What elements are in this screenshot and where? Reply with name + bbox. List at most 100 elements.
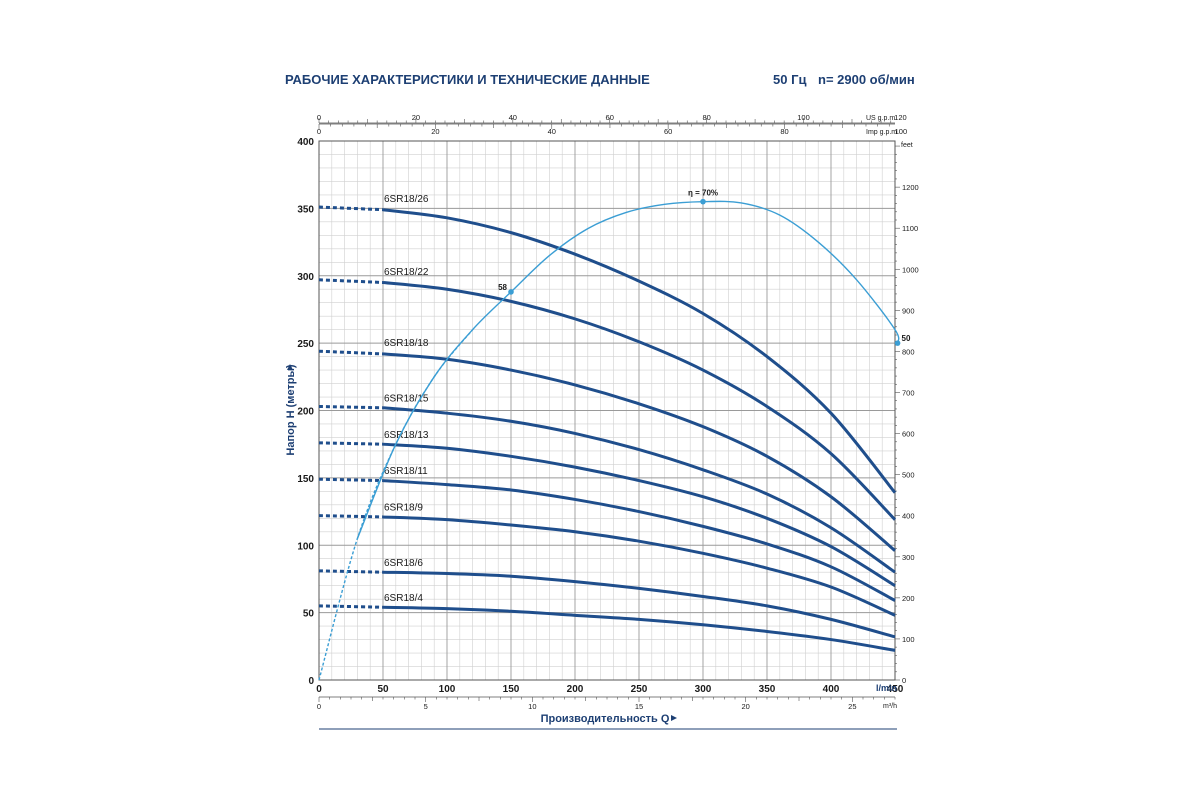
- y-tick-label: 200: [297, 407, 314, 418]
- efficiency-label: 50: [902, 334, 911, 343]
- y-tick-label: 50: [303, 609, 315, 620]
- series-line-6SR18/9: [382, 515, 896, 617]
- y-axis-label: Напор H (метры): [285, 364, 297, 455]
- m3h-tick-label: 10: [528, 702, 536, 711]
- series-dashed-6SR18/4: [318, 604, 384, 609]
- series-label: 6SR18/26: [384, 194, 429, 205]
- m3h-tick-label: 15: [635, 702, 643, 711]
- y-tick-label: 0: [308, 676, 314, 687]
- efficiency-label: η = 70%: [688, 189, 718, 198]
- series-layer: 6SR18/26 6SR18/22 6SR18/18 6SR18/15 6SR18/13…: [318, 194, 897, 652]
- series-dashed-6SR18/22: [318, 278, 384, 284]
- series-line-6SR18/15: [382, 406, 896, 574]
- m3h-tick-label: 0: [317, 702, 321, 711]
- imp-gpm-tick-label: 40: [548, 127, 556, 136]
- y-tick-label: 300: [297, 272, 314, 283]
- series-dashed-6SR18/15: [318, 404, 384, 410]
- us-gpm-tick-label: 120: [894, 113, 907, 122]
- efficiency-point: [894, 340, 901, 346]
- feet-tick-label: 600: [902, 430, 915, 439]
- series-label: 6SR18/4: [384, 593, 423, 604]
- x-tick-label: 450: [887, 684, 904, 695]
- series-label: 6SR18/22: [384, 267, 429, 278]
- imp-gpm-tick-label: 0: [317, 127, 321, 136]
- feet-tick-label: 1000: [902, 265, 919, 274]
- x-unit-lmin: l/min: [876, 683, 897, 693]
- axis-right-feet: 0 100 200 300 400 500 600 700 800 900 1000 1100 1200: [895, 145, 919, 685]
- us-gpm-tick-label: 20: [412, 113, 420, 122]
- series-line-6SR18/22: [382, 280, 897, 521]
- page-title: РАБОЧИЕ ХАРАКТЕРИСТИКИ И ТЕХНИЧЕСКИЕ ДАН…: [285, 72, 650, 87]
- series-label: 6SR18/15: [384, 393, 429, 404]
- efficiency-point: [508, 289, 514, 295]
- y-tick-label: 400: [297, 137, 314, 148]
- m3h-tick-label: 5: [424, 702, 428, 711]
- imp-gpm-tick-label: 20: [431, 127, 439, 136]
- y-unit-feet: feet: [901, 142, 913, 149]
- frequency-label: 50 Гц: [773, 72, 807, 87]
- x-tick-label: 100: [439, 684, 456, 695]
- x-axis-label-arrow: [671, 715, 677, 721]
- y-tick-label: 250: [297, 339, 314, 350]
- series-dashed-6SR18/18: [318, 349, 384, 356]
- efficiency-curve: [356, 200, 900, 539]
- feet-tick-label: 700: [902, 388, 915, 397]
- x-tick-label: 50: [377, 684, 389, 695]
- series-dashed-6SR18/26: [318, 205, 384, 212]
- series-line-6SR18/13: [382, 442, 896, 587]
- series-label: 6SR18/6: [384, 558, 423, 569]
- axis-bottom-m3h: 0 5 10 15 20 25: [317, 696, 896, 711]
- us-gpm-tick-label: 40: [509, 113, 517, 122]
- x-tick-label: 0: [316, 684, 322, 695]
- series-dashed-6SR18/6: [318, 569, 384, 574]
- x-tick-label: 150: [503, 684, 520, 695]
- x-unit-us-gpm: US g.p.m.: [866, 115, 897, 122]
- x-axis-label: Производительность Q: [541, 713, 670, 725]
- imp-gpm-tick-label: 60: [664, 127, 672, 136]
- us-gpm-tick-label: 60: [606, 113, 614, 122]
- us-gpm-tick-label: 100: [797, 113, 810, 122]
- feet-tick-label: 100: [902, 635, 915, 644]
- feet-tick-label: 0: [902, 676, 906, 685]
- axis-top-us-gpm: 0 20 40 60 80 100 120: [317, 113, 907, 124]
- y-axis-label-arrow: [287, 364, 293, 370]
- feet-tick-label: 200: [902, 594, 915, 603]
- feet-tick-label: 1200: [902, 183, 919, 192]
- y-tick-label: 150: [297, 474, 314, 485]
- us-gpm-tick-label: 0: [317, 113, 321, 122]
- x-unit-m3h: m³/h: [883, 703, 897, 710]
- speed-label: n= 2900 об/мин: [818, 72, 915, 87]
- m3h-tick-label: 25: [848, 702, 856, 711]
- x-unit-imp-gpm: Imp g.p.m.: [866, 129, 899, 136]
- feet-tick-label: 1100: [902, 224, 918, 233]
- series-line-6SR18/4: [382, 605, 896, 652]
- axis-bottom-lmin: 0 50 100 150 200 250 300 350 400 450: [316, 684, 904, 695]
- feet-tick-label: 400: [902, 512, 915, 521]
- imp-gpm-tick-label: 100: [895, 127, 908, 136]
- y-tick-label: 350: [297, 204, 314, 215]
- series-dashed-6SR18/11: [318, 477, 384, 483]
- x-tick-label: 400: [823, 684, 840, 695]
- imp-gpm-tick-label: 80: [780, 127, 788, 136]
- series-line-6SR18/26: [382, 208, 897, 494]
- series-label: 6SR18/9: [384, 503, 423, 514]
- x-tick-label: 200: [567, 684, 584, 695]
- series-line-6SR18/6: [382, 570, 896, 639]
- series-label: 6SR18/11: [384, 466, 428, 477]
- series-dashed-6SR18/9: [318, 514, 384, 519]
- series-label: 6SR18/13: [384, 430, 429, 441]
- series-line-6SR18/18: [382, 352, 896, 552]
- efficiency-label: 58: [498, 283, 507, 292]
- axis-top-imp-gpm: 0 20 40 60 80 100: [317, 123, 908, 136]
- m3h-tick-label: 20: [741, 702, 749, 711]
- x-tick-label: 350: [759, 684, 776, 695]
- axis-left-metres: 0 50 100 150 200 250 300 350 400: [297, 137, 314, 687]
- x-tick-label: 250: [631, 684, 648, 695]
- us-gpm-tick-label: 80: [702, 113, 710, 122]
- feet-tick-label: 500: [902, 471, 915, 480]
- feet-tick-label: 900: [902, 306, 915, 315]
- feet-tick-label: 300: [902, 553, 915, 562]
- efficiency-point: [700, 198, 706, 205]
- y-tick-label: 100: [297, 541, 314, 552]
